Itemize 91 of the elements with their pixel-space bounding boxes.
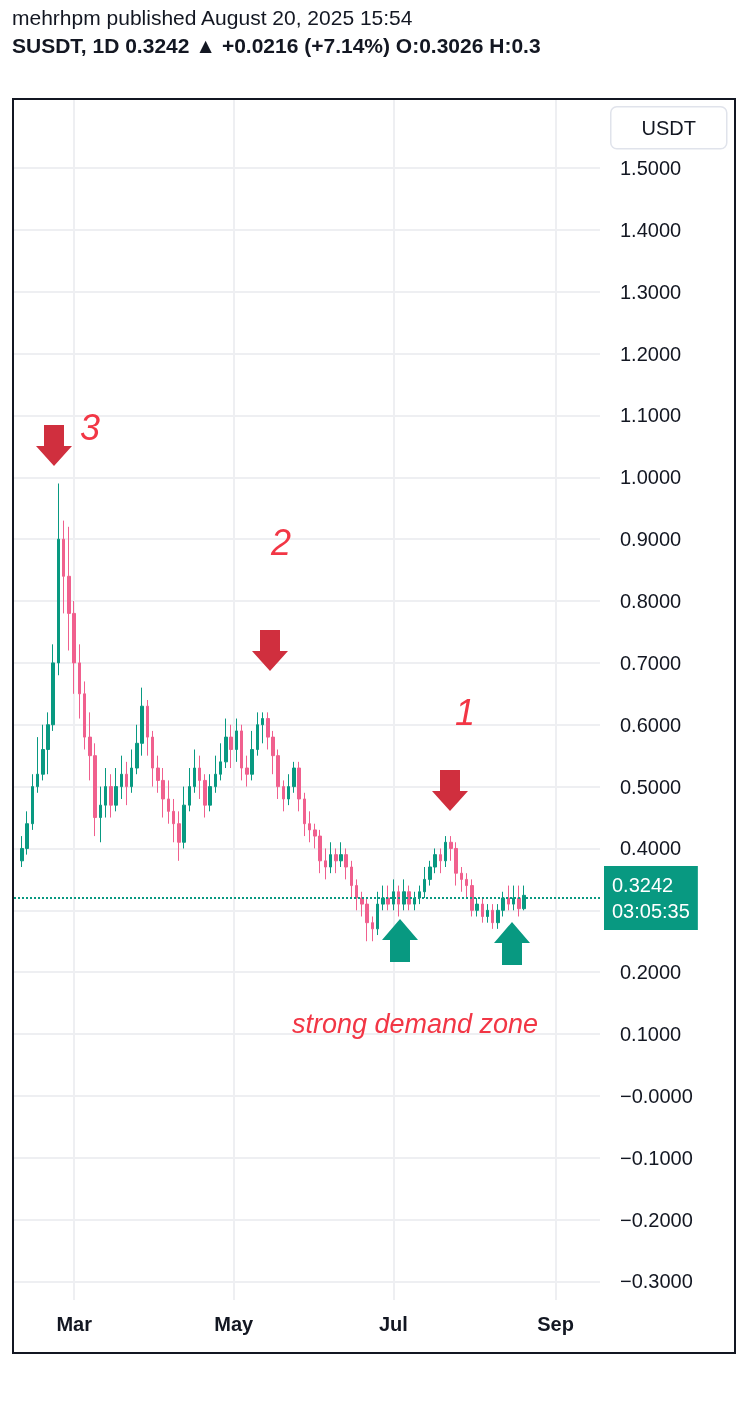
candlestick xyxy=(36,736,39,794)
candlestick xyxy=(371,915,374,942)
candlestick xyxy=(188,767,191,812)
candlestick xyxy=(256,711,259,757)
candlestick xyxy=(397,885,400,917)
annotation: 3 xyxy=(79,406,101,448)
y-tick-label: 1.1000 xyxy=(620,404,682,427)
candlestick xyxy=(229,724,233,769)
candlestick xyxy=(109,773,113,819)
y-tick-label: −0.3000 xyxy=(620,1270,693,1293)
y-tick-label: 0.1000 xyxy=(620,1023,682,1046)
y-axis-title: USDT xyxy=(641,116,696,139)
candlestick xyxy=(324,847,327,880)
annotation: 1 xyxy=(454,691,476,733)
candlestick xyxy=(386,885,390,911)
candlestick xyxy=(125,761,128,806)
y-tick-label: 1.2000 xyxy=(620,342,682,365)
chart-title: mehrhpm published August 20, 2025 15:54 xyxy=(12,5,414,31)
candlestick xyxy=(214,755,217,794)
candlestick xyxy=(203,773,207,819)
y-tick-label: 0.5000 xyxy=(620,775,682,798)
candlestick xyxy=(261,711,264,744)
candlestick xyxy=(193,748,196,794)
candlestick xyxy=(334,847,338,874)
annotation: 2 xyxy=(269,521,292,563)
candlestick xyxy=(439,847,442,874)
y-tick-label: 1.4000 xyxy=(620,218,682,241)
ref-line-label: 0.3242 03:05:35 xyxy=(612,873,690,922)
candlestick xyxy=(224,718,228,769)
candlestick xyxy=(460,866,463,893)
candlestick xyxy=(250,730,254,781)
y-tick-label: 0.2000 xyxy=(620,961,682,984)
candlestick xyxy=(355,878,358,911)
y-tick-label: 1.3000 xyxy=(620,280,682,303)
candlestick xyxy=(308,810,311,843)
candlestick xyxy=(208,773,212,812)
candlestick xyxy=(517,885,521,917)
y-tick-label: 0.9000 xyxy=(620,528,682,551)
y-tick-label: −0.0000 xyxy=(620,1084,693,1107)
y-tick-label: −0.2000 xyxy=(620,1208,693,1231)
y-tick-label: −0.1000 xyxy=(620,1146,693,1169)
y-tick-label: 0.6000 xyxy=(620,713,682,736)
candlestick xyxy=(114,767,118,812)
candlestick xyxy=(507,885,510,911)
candlestick xyxy=(83,680,86,750)
chart-subtitle: SUSDT, 1D 0.3242 ▲ +0.0216 (+7.14%) O:0.3026 H:0.3 xyxy=(12,33,542,59)
candlestick xyxy=(240,724,243,781)
candlestick xyxy=(486,903,489,924)
x-tick-label: May xyxy=(214,1313,255,1335)
x-tick-label: Mar xyxy=(56,1313,93,1335)
candlestick xyxy=(350,860,353,899)
candlestick xyxy=(329,841,332,874)
candlestick xyxy=(339,841,343,868)
candlestick xyxy=(172,798,175,843)
candlestick xyxy=(151,730,154,788)
x-tick-label: Sep xyxy=(537,1313,574,1335)
y-tick-label: 1.0000 xyxy=(620,466,682,489)
y-tick-label: 0.8000 xyxy=(620,590,682,613)
y-tick-label: 0.7000 xyxy=(620,651,682,674)
candlestick xyxy=(444,835,447,868)
candlestick xyxy=(219,742,222,781)
candlestick xyxy=(130,748,133,794)
y-tick-label: 0.4000 xyxy=(620,837,682,860)
candlestick xyxy=(120,755,123,800)
candlestick xyxy=(287,773,290,806)
candlestick xyxy=(303,792,306,837)
candlestick xyxy=(491,903,494,930)
candlestick xyxy=(465,872,468,899)
candlestick xyxy=(177,810,181,862)
candlestick xyxy=(146,699,149,757)
candlestick xyxy=(104,767,107,819)
candlestick xyxy=(235,718,238,763)
candlestick xyxy=(407,885,411,911)
candlestick xyxy=(167,779,170,825)
candlestick xyxy=(31,773,34,831)
x-tick-label: Jul xyxy=(378,1313,408,1335)
candlestick xyxy=(99,786,102,843)
candlestick xyxy=(78,643,81,720)
candlestick xyxy=(297,761,301,812)
annotation: strong demand zone xyxy=(291,1009,539,1039)
candlestick xyxy=(292,761,296,794)
candlestick xyxy=(57,483,60,676)
y-tick-label: 1.5000 xyxy=(620,157,682,180)
candlestick xyxy=(470,878,474,917)
candlestick xyxy=(481,897,484,924)
candlestick xyxy=(182,786,186,849)
candlestick xyxy=(282,779,285,812)
candlestick xyxy=(62,520,65,614)
candlestick xyxy=(344,847,348,880)
candlestick xyxy=(245,755,249,788)
candlestick xyxy=(198,755,201,800)
